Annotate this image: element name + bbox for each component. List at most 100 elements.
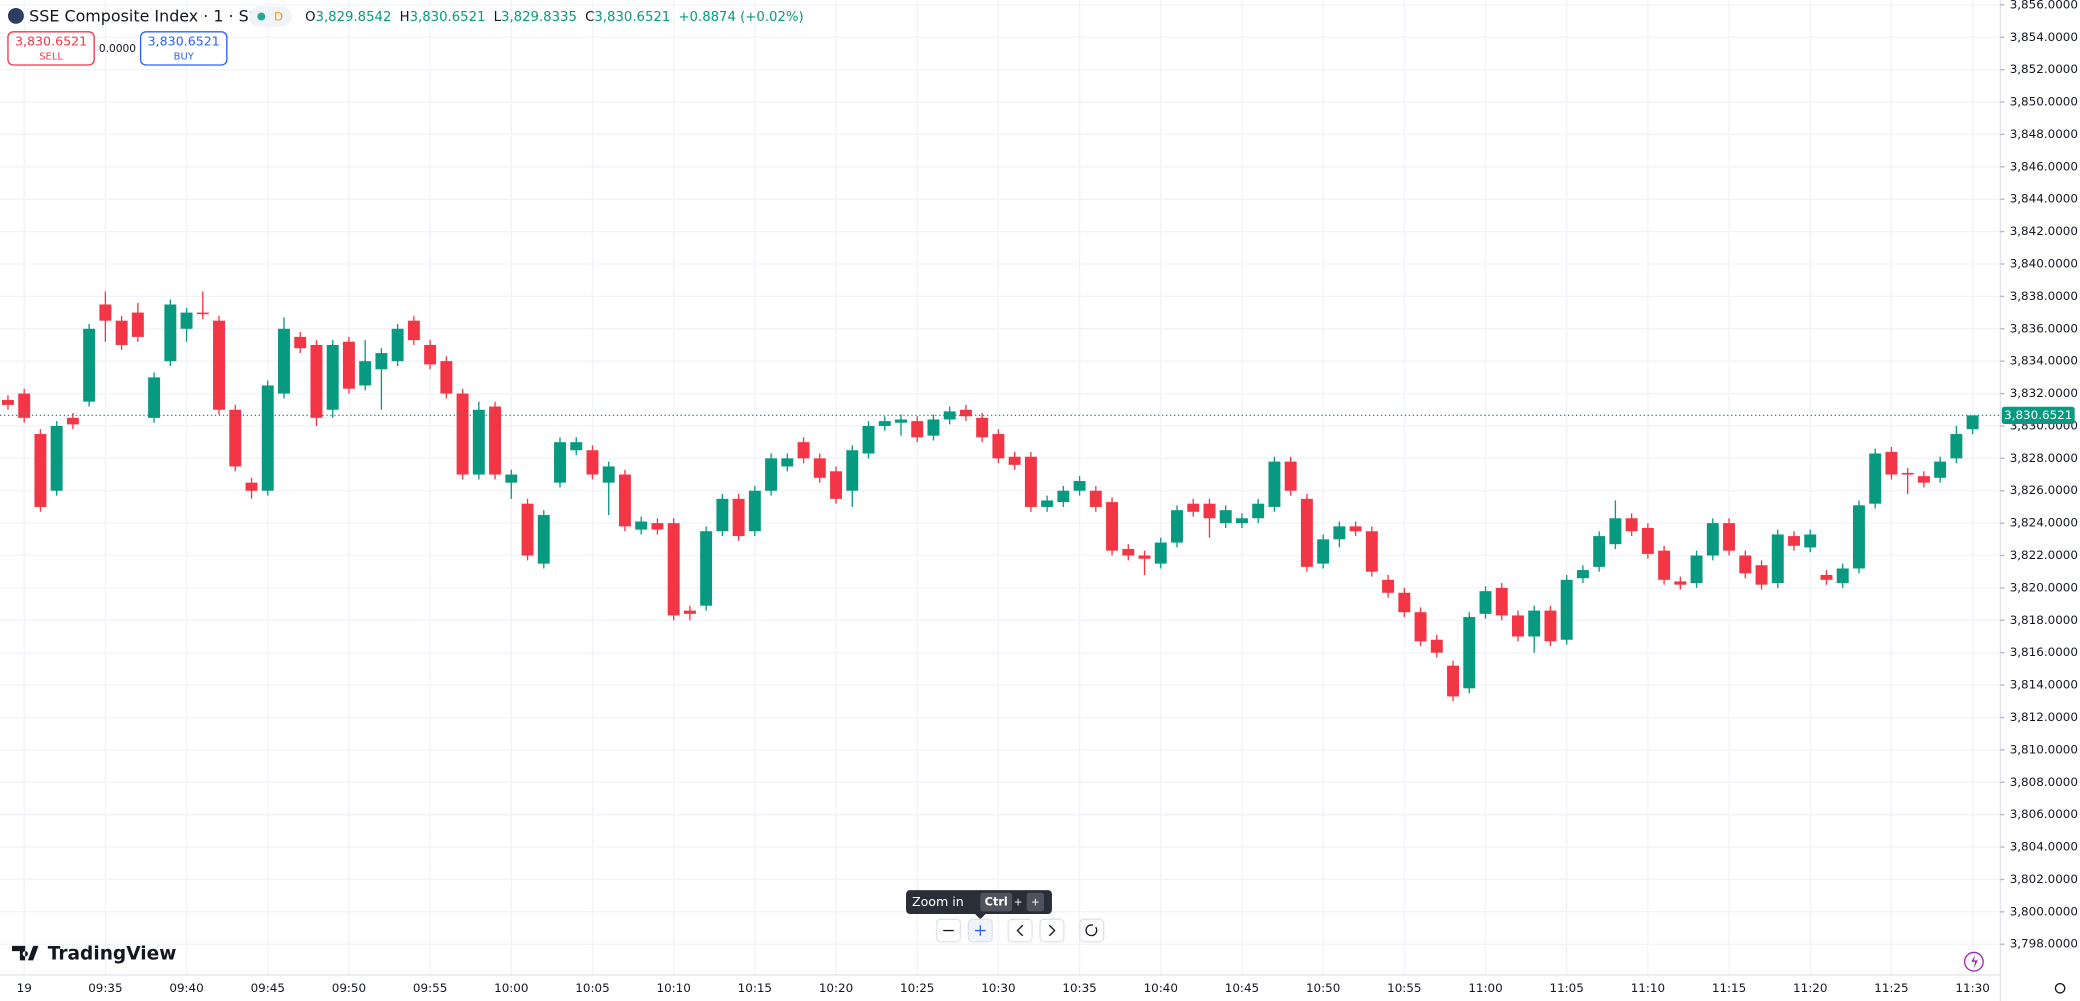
x-tick-label: 11:10 xyxy=(1631,981,1665,995)
reset-button[interactable] xyxy=(1079,918,1105,943)
candle-body xyxy=(83,328,96,402)
y-tick-label: 3,802.0000 xyxy=(2010,872,2078,886)
button-bg xyxy=(1039,918,1065,943)
candle-body xyxy=(1106,502,1119,551)
x-tick-label: 10:40 xyxy=(1144,981,1178,995)
candle-body xyxy=(1560,579,1573,640)
candle-body xyxy=(440,361,453,394)
sell-button[interactable]: 3,830.6521 SELL xyxy=(7,31,95,66)
settings-icon[interactable] xyxy=(2054,982,2066,994)
candle-body xyxy=(1203,503,1216,519)
x-tick-label: 10:45 xyxy=(1225,981,1259,995)
candle-body xyxy=(700,531,713,606)
candle-body xyxy=(1382,579,1395,593)
candle-body xyxy=(1317,539,1330,564)
y-tick-label: 3,812.0000 xyxy=(2010,710,2078,724)
y-tick-label: 3,814.0000 xyxy=(2010,678,2078,692)
y-tick-label: 3,810.0000 xyxy=(2010,742,2078,756)
alert-icon[interactable] xyxy=(1963,951,1984,972)
spread: 0.0000 xyxy=(99,42,136,55)
candle-body xyxy=(878,421,891,426)
candle-body xyxy=(1463,617,1476,689)
x-tick-label: 09:40 xyxy=(169,981,203,995)
zoom-out-button[interactable] xyxy=(935,918,962,943)
candle-body xyxy=(1349,526,1362,532)
zoom-in-button[interactable] xyxy=(967,918,993,943)
candle-body xyxy=(505,474,518,483)
candle-body xyxy=(1495,587,1508,616)
ohlc-label: H xyxy=(400,10,410,25)
candle-body xyxy=(797,442,810,459)
candle-body xyxy=(1073,481,1086,491)
alert-bolt xyxy=(1971,955,1978,969)
candle-body xyxy=(115,320,128,345)
candle-body xyxy=(489,406,502,475)
grid xyxy=(0,0,2001,976)
button-bg xyxy=(1079,918,1105,943)
key-bg xyxy=(1026,892,1044,912)
scroll-left-button[interactable] xyxy=(1007,918,1033,943)
candle-body xyxy=(1365,531,1378,572)
candles xyxy=(0,291,2001,702)
candle-body xyxy=(148,377,161,418)
candle-body xyxy=(1723,523,1736,551)
candle-body xyxy=(911,421,924,438)
candle-body xyxy=(261,385,274,491)
candle-body xyxy=(326,344,339,410)
y-tick-label: 3,808.0000 xyxy=(2010,775,2078,789)
icon xyxy=(1085,924,1098,937)
y-tick-label: 3,846.0000 xyxy=(2010,159,2078,173)
candle-body xyxy=(554,442,566,483)
candle-body xyxy=(1625,518,1638,532)
candle-body xyxy=(1934,461,1947,478)
symbol-title[interactable]: SSE Composite Index · 1 · SSE xyxy=(29,7,269,26)
y-tick-label: 3,826.0000 xyxy=(2010,483,2078,497)
candle-body xyxy=(602,466,615,483)
logo[interactable]: TradingView xyxy=(11,943,176,964)
sell-box xyxy=(7,31,95,66)
sell-price: 3,830.6521 xyxy=(15,33,87,48)
key-plus-sep: + xyxy=(1014,896,1023,909)
candle-body xyxy=(1836,568,1849,584)
y-tick-label: 3,838.0000 xyxy=(2010,289,2078,303)
candle-body xyxy=(1235,518,1248,524)
icon xyxy=(1048,924,1056,937)
candle-body xyxy=(407,320,420,341)
candle-body xyxy=(18,393,31,418)
candle-body xyxy=(748,490,761,532)
candle-body xyxy=(1950,434,1963,459)
candle-body xyxy=(213,320,226,410)
candle-body xyxy=(1820,574,1833,580)
y-tick-label: 3,816.0000 xyxy=(2010,645,2078,659)
ohlc-label: C xyxy=(585,10,594,25)
buy-button[interactable]: 3,830.6521 BUY xyxy=(139,31,228,66)
candle-body xyxy=(1901,472,1914,475)
scroll-right-button[interactable] xyxy=(1039,918,1065,943)
tooltip-bg xyxy=(906,890,1052,914)
candle-body xyxy=(521,503,534,556)
x-tick-label: 10:55 xyxy=(1387,981,1421,995)
ohlc-value: 3,830.6521 xyxy=(594,10,670,25)
x-tick-label: 10:10 xyxy=(656,981,690,995)
y-tick-label: 3,818.0000 xyxy=(2010,613,2078,627)
y-tick-label: 3,828.0000 xyxy=(2010,451,2078,465)
y-tick-label: 3,856.0000 xyxy=(2010,0,2078,11)
candle-body xyxy=(1154,542,1167,564)
tooltip-arrow xyxy=(975,913,986,920)
y-tick-label: 3,798.0000 xyxy=(2010,937,2078,951)
candle-body xyxy=(1966,415,1979,430)
y-tick-label: 3,804.0000 xyxy=(2010,840,2078,854)
candle-body xyxy=(781,458,794,467)
candle-body xyxy=(683,610,696,614)
candle-body xyxy=(1641,527,1654,554)
key-plus: + xyxy=(1031,896,1040,909)
key-bg xyxy=(980,892,1013,912)
candle-body xyxy=(375,353,388,370)
candle-body xyxy=(1917,476,1930,483)
icon xyxy=(1016,924,1024,937)
candle-body xyxy=(1528,610,1541,637)
candle-body xyxy=(1658,550,1671,580)
x-tick-label: 11:25 xyxy=(1874,981,1908,995)
candle-body xyxy=(1771,534,1784,584)
status-dot xyxy=(257,12,266,21)
